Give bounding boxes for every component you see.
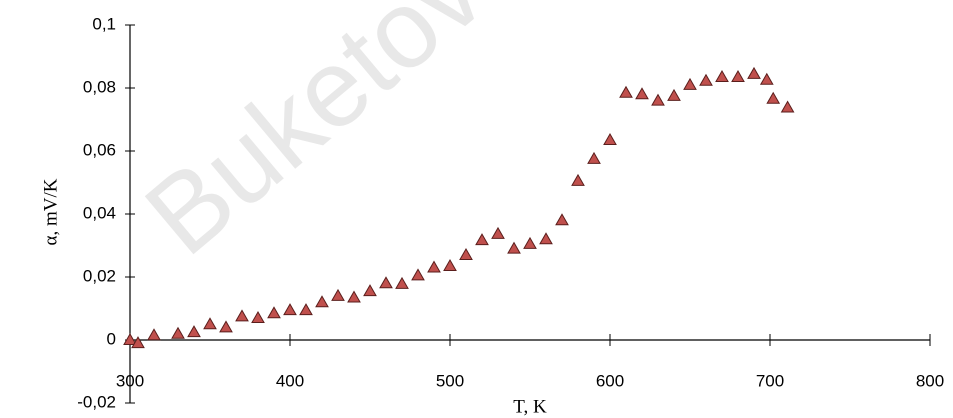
y-tick-label: 0,02 bbox=[83, 266, 116, 285]
data-point bbox=[283, 303, 297, 316]
y-tick-label: 0,06 bbox=[83, 140, 116, 159]
data-point bbox=[699, 73, 713, 86]
data-point bbox=[315, 295, 329, 308]
data-point bbox=[587, 151, 601, 164]
data-point bbox=[267, 306, 281, 319]
x-tick-label: 300 bbox=[116, 371, 144, 390]
data-point bbox=[219, 320, 233, 333]
data-point bbox=[619, 85, 633, 98]
data-point bbox=[459, 247, 473, 260]
data-point bbox=[571, 173, 585, 186]
data-point bbox=[187, 325, 201, 338]
data-point bbox=[379, 276, 393, 289]
data-point bbox=[747, 66, 761, 79]
data-point bbox=[555, 213, 569, 226]
x-tick-label: 500 bbox=[436, 371, 464, 390]
data-point bbox=[299, 303, 313, 316]
data-point bbox=[427, 260, 441, 273]
watermark: Buketov bbox=[123, 0, 507, 278]
data-point bbox=[171, 326, 185, 339]
y-tick-label: 0,1 bbox=[92, 14, 116, 33]
data-point bbox=[123, 332, 137, 345]
y-tick-label: 0 bbox=[107, 329, 116, 348]
y-tick-label: -0,02 bbox=[77, 392, 116, 411]
y-tick-label: 0,08 bbox=[83, 77, 116, 96]
data-point bbox=[203, 317, 217, 330]
data-point bbox=[363, 284, 377, 297]
data-point bbox=[539, 232, 553, 245]
data-point bbox=[491, 226, 505, 239]
data-point bbox=[147, 328, 161, 341]
data-point bbox=[603, 132, 617, 145]
data-point bbox=[683, 77, 697, 90]
data-point bbox=[731, 69, 745, 82]
data-point bbox=[651, 93, 665, 106]
data-point bbox=[443, 258, 457, 271]
data-point bbox=[759, 72, 774, 85]
data-point bbox=[507, 241, 521, 254]
x-tick-label: 800 bbox=[916, 371, 944, 390]
data-point bbox=[635, 87, 649, 100]
data-point bbox=[251, 310, 265, 323]
data-point bbox=[475, 233, 489, 246]
data-point bbox=[411, 268, 425, 281]
data-point bbox=[667, 88, 681, 101]
data-point bbox=[131, 336, 145, 349]
data-point bbox=[395, 276, 409, 289]
data-point bbox=[347, 290, 361, 303]
data-point bbox=[235, 309, 249, 322]
data-point bbox=[523, 236, 537, 249]
data-point bbox=[715, 69, 729, 82]
x-tick-label: 400 bbox=[276, 371, 304, 390]
y-tick-label: 0,04 bbox=[83, 203, 116, 222]
data-point bbox=[780, 100, 795, 113]
x-tick-label: 600 bbox=[596, 371, 624, 390]
y-axis-label: α, mV/K bbox=[40, 178, 61, 245]
data-point bbox=[331, 288, 345, 301]
x-axis-label: T, K bbox=[513, 396, 547, 417]
data-point bbox=[766, 91, 781, 104]
x-tick-label: 700 bbox=[756, 371, 784, 390]
